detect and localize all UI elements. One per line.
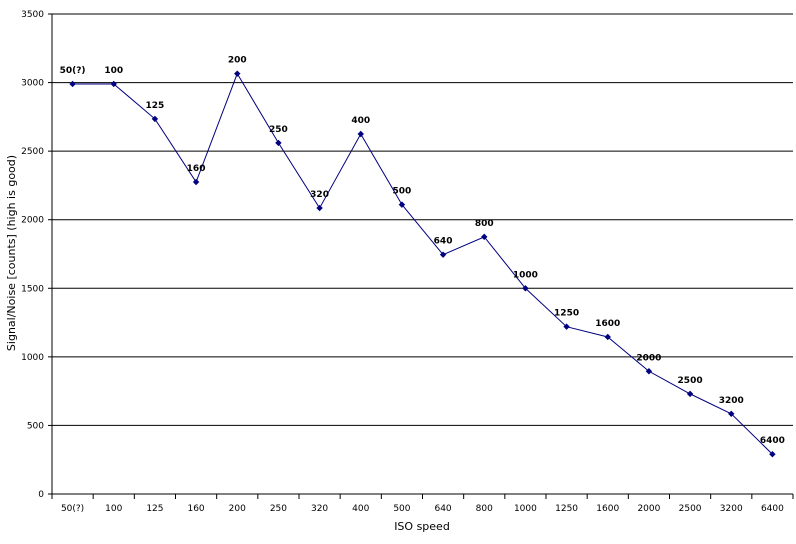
x-tick-label: 250 (270, 504, 287, 514)
data-point-marker (357, 130, 364, 138)
data-label: 320 (310, 190, 329, 200)
y-tick-label: 3500 (21, 10, 44, 20)
x-tick-label: 1000 (514, 504, 537, 514)
data-point-marker (481, 233, 488, 241)
data-point-marker (398, 201, 406, 208)
data-label: 3200 (719, 396, 744, 406)
y-tick-label: 1000 (21, 353, 44, 363)
x-tick-label: 500 (393, 504, 410, 514)
data-label: 640 (434, 237, 453, 247)
x-tick-label: 2500 (679, 504, 702, 514)
data-point-marker (769, 451, 776, 458)
x-tick-label: 320 (311, 504, 328, 514)
data-point-marker (439, 251, 447, 258)
data-point-marker (110, 80, 117, 88)
data-point-marker (192, 178, 200, 186)
x-tick-label: 200 (229, 504, 246, 514)
data-label: 1000 (513, 270, 538, 280)
x-tick-label: 800 (476, 504, 493, 514)
data-point-marker (69, 80, 76, 88)
data-label: 800 (475, 219, 494, 229)
data-label: 500 (393, 187, 412, 197)
data-label: 1250 (554, 309, 579, 319)
x-tick-label: 3200 (720, 504, 743, 514)
data-label: 250 (269, 125, 288, 135)
x-tick-labels: 50(?) 100 125 160 200 250 320 400 500 640 800 1000 1… (61, 504, 784, 514)
data-label: 2000 (636, 353, 661, 363)
x-tick-label: 1250 (555, 504, 578, 514)
data-point-marker (563, 323, 570, 330)
data-label: 100 (104, 66, 123, 76)
x-tick-label: 50(?) (61, 504, 84, 514)
y-tick-label: 1500 (21, 284, 44, 294)
data-point-marker (151, 115, 159, 123)
data-labels: 50(?) 100 125 160 200 250 320 400 500 640 800 1000 1… (60, 56, 785, 447)
x-tick-label: 400 (352, 504, 369, 514)
y-tick-label: 500 (27, 421, 44, 431)
series-line-layer (72, 72, 773, 455)
y-tick-label: 3000 (21, 79, 44, 89)
x-tick-label: 640 (434, 504, 451, 514)
data-point-marker (316, 204, 323, 212)
data-label: 50(?) (60, 66, 86, 76)
data-label: 2500 (678, 376, 703, 386)
x-tick-label: 100 (105, 504, 122, 514)
data-point-marker (522, 285, 529, 292)
data-point-marker (604, 333, 611, 341)
data-point-marker (275, 139, 282, 147)
x-tick-label: 6400 (761, 504, 784, 514)
x-tick-label: 125 (146, 504, 163, 514)
data-label: 1600 (595, 319, 620, 329)
data-label: 160 (187, 164, 206, 174)
data-label: 6400 (760, 436, 785, 446)
x-tick-label: 1600 (596, 504, 619, 514)
data-label: 400 (351, 116, 370, 126)
y-tick-label: 2500 (21, 147, 44, 157)
x-tick-label: 2000 (637, 504, 660, 514)
x-axis-title: ISO speed (394, 520, 450, 533)
data-points (69, 70, 776, 458)
data-point-marker (686, 390, 694, 398)
y-tick-label: 0 (38, 490, 44, 500)
y-axis-title: Signal/Noise [counts] (high is good) (5, 155, 18, 351)
series-line (72, 72, 773, 455)
y-tick-labels: 0 500 1000 1500 2000 2500 3000 3500 (21, 10, 44, 500)
data-point-marker (645, 368, 653, 375)
gridlines (52, 13, 793, 426)
y-tick-label: 2000 (21, 216, 44, 226)
data-point-marker (728, 410, 735, 417)
axes (48, 13, 794, 499)
x-tick-label: 160 (187, 504, 204, 514)
data-point-marker (234, 70, 241, 77)
data-label: 200 (228, 56, 247, 66)
data-label: 125 (146, 101, 165, 111)
